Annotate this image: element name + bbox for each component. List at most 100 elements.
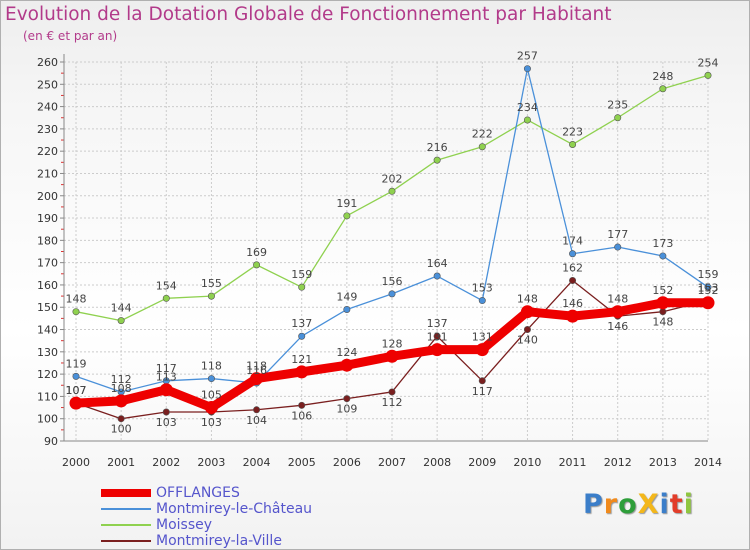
- point-label-offlanges: 146: [562, 297, 583, 310]
- y-tick-label: 250: [37, 78, 58, 91]
- point-label-montmirey-le-chateau: 164: [427, 257, 448, 270]
- y-tick-label: 120: [37, 368, 58, 381]
- data-point-moissey: [117, 317, 125, 325]
- y-tick-label: 210: [37, 167, 58, 180]
- point-label-montmirey-le-chateau: 174: [562, 235, 583, 248]
- point-label-offlanges: 128: [382, 337, 403, 350]
- x-tick-label: 2001: [107, 456, 135, 469]
- y-tick-label: 110: [37, 390, 58, 403]
- data-point-offlanges: [475, 343, 489, 357]
- legend-swatch-moissey: [101, 524, 151, 526]
- point-label-montmirey-la-ville: 104: [246, 414, 267, 427]
- point-label-offlanges: 113: [156, 371, 177, 384]
- data-point-offlanges: [250, 372, 264, 386]
- point-label-montmirey-la-ville: 109: [336, 403, 357, 416]
- data-point-moissey: [478, 143, 486, 151]
- data-point-montmirey-la-ville: [388, 388, 396, 396]
- data-point-offlanges: [520, 305, 534, 319]
- point-label-montmirey-le-chateau: 112: [111, 373, 132, 386]
- data-point-montmirey-la-ville: [298, 401, 306, 409]
- data-point-montmirey-le-chateau: [433, 272, 441, 280]
- point-label-moissey: 254: [698, 56, 719, 69]
- data-point-offlanges: [656, 296, 670, 310]
- data-point-moissey: [162, 294, 170, 302]
- y-tick-label: 230: [37, 123, 58, 136]
- y-tick-label: 150: [37, 301, 58, 314]
- data-point-offlanges: [204, 401, 218, 415]
- y-tick-label: 160: [37, 279, 58, 292]
- x-tick-label: 2002: [152, 456, 180, 469]
- logo-letter: X: [637, 489, 660, 520]
- point-label-moissey: 144: [111, 302, 132, 315]
- logo-letter: o: [618, 489, 638, 520]
- point-label-moissey: 223: [562, 125, 583, 138]
- data-point-montmirey-la-ville: [478, 377, 486, 385]
- y-tick-label: 240: [37, 101, 58, 114]
- data-point-moissey: [388, 187, 396, 195]
- point-label-montmirey-le-chateau: 119: [66, 357, 87, 370]
- data-point-offlanges: [114, 394, 128, 408]
- point-label-offlanges: 131: [472, 331, 493, 344]
- point-label-montmirey-le-chateau: 117: [156, 362, 177, 375]
- data-point-montmirey-la-ville: [117, 415, 125, 423]
- data-point-montmirey-la-ville: [659, 308, 667, 316]
- point-label-moissey: 222: [472, 128, 493, 141]
- y-tick-label: 180: [37, 234, 58, 247]
- point-label-offlanges: 118: [246, 360, 267, 373]
- point-label-montmirey-le-chateau: 116: [246, 364, 267, 377]
- data-point-montmirey-le-chateau: [704, 283, 712, 291]
- point-label-offlanges: 105: [201, 389, 222, 402]
- point-label-montmirey-la-ville: 107: [66, 384, 87, 397]
- data-point-montmirey-le-chateau: [343, 305, 351, 313]
- point-label-offlanges: 148: [607, 293, 628, 306]
- data-point-montmirey-le-chateau: [207, 375, 215, 383]
- point-label-montmirey-le-chateau: 159: [698, 268, 719, 281]
- logo-letter: i: [683, 489, 694, 520]
- data-point-montmirey-le-chateau: [569, 250, 577, 258]
- point-label-offlanges: 152: [698, 284, 719, 297]
- y-tick-label: 260: [37, 56, 58, 69]
- legend-swatch-montmirey-la-ville: [101, 540, 151, 542]
- x-tick-label: 2010: [513, 456, 541, 469]
- y-tick-label: 200: [37, 190, 58, 203]
- chart-title: Evolution de la Dotation Globale de Fonc…: [5, 4, 612, 25]
- point-label-offlanges: 124: [336, 346, 357, 359]
- data-point-montmirey-le-chateau: [659, 252, 667, 260]
- point-label-offlanges: 121: [291, 353, 312, 366]
- data-point-offlanges: [340, 358, 354, 372]
- point-label-montmirey-la-ville: 162: [562, 261, 583, 274]
- data-point-montmirey-la-ville: [343, 395, 351, 403]
- y-tick-label: 90: [44, 435, 58, 448]
- data-point-montmirey-le-chateau: [388, 290, 396, 298]
- data-point-montmirey-la-ville: [433, 332, 441, 340]
- y-tick-label: 190: [37, 212, 58, 225]
- x-tick-label: 2005: [288, 456, 316, 469]
- point-label-montmirey-la-ville: 137: [427, 317, 448, 330]
- data-point-moissey: [569, 140, 577, 148]
- logo-letter: i: [659, 489, 670, 520]
- x-tick-label: 2004: [243, 456, 271, 469]
- logo-letter: P: [583, 489, 604, 520]
- point-label-offlanges: 148: [517, 293, 538, 306]
- data-point-moissey: [343, 212, 351, 220]
- point-label-moissey: 235: [607, 99, 628, 112]
- data-point-offlanges: [385, 349, 399, 363]
- point-label-moissey: 191: [336, 197, 357, 210]
- data-point-offlanges: [566, 309, 580, 323]
- legend-swatch-offlanges: [101, 489, 151, 497]
- y-tick-label: 220: [37, 145, 58, 158]
- point-label-offlanges: 152: [652, 284, 673, 297]
- point-label-moissey: 148: [66, 293, 87, 306]
- data-point-moissey: [614, 114, 622, 122]
- x-tick-label: 2014: [694, 456, 722, 469]
- data-point-offlanges: [159, 383, 173, 397]
- point-label-montmirey-la-ville: 106: [291, 409, 312, 422]
- data-point-montmirey-le-chateau: [523, 65, 531, 73]
- data-point-moissey: [253, 261, 261, 269]
- data-point-moissey: [207, 292, 215, 300]
- data-point-moissey: [704, 71, 712, 79]
- point-label-moissey: 154: [156, 279, 177, 292]
- data-point-moissey: [298, 283, 306, 291]
